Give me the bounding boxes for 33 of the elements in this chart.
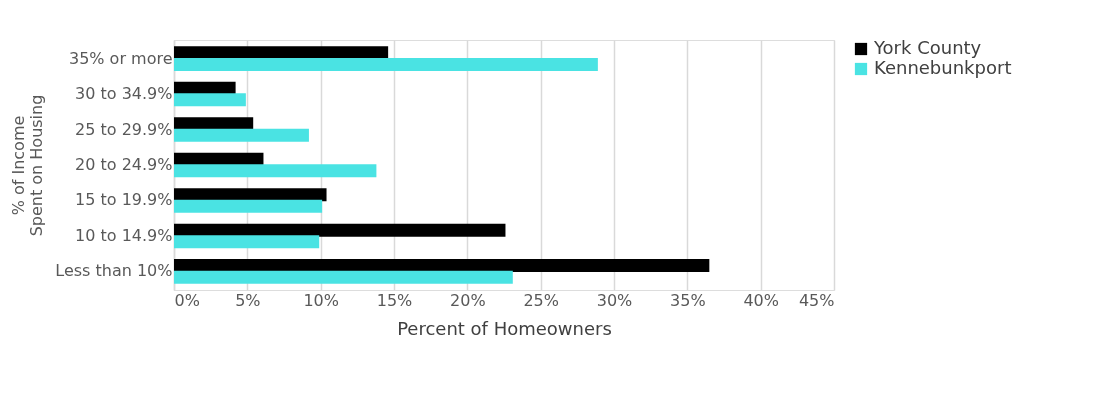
bar	[174, 93, 246, 107]
legend-label: Kennebunkport	[874, 57, 1012, 78]
bar	[174, 46, 389, 60]
x-tick-label: 35%	[670, 290, 706, 310]
y-tick-label: 20 to 24.9%	[75, 155, 173, 174]
y-tick-label: 10 to 14.9%	[75, 225, 173, 245]
x-tick-label: 5%	[235, 290, 261, 310]
x-tick-label: 20%	[450, 290, 486, 310]
y-tick-label: 15 to 19.9%	[75, 190, 173, 210]
x-tick-label: 30%	[596, 290, 633, 310]
bar	[174, 57, 598, 71]
x-tick-label: 45%	[798, 290, 835, 310]
bar	[174, 164, 377, 178]
y-tick-label: 30 to 34.9%	[75, 84, 173, 104]
bar	[174, 188, 327, 202]
bar	[174, 199, 323, 213]
bar	[174, 223, 506, 237]
legend-label: York County	[873, 37, 982, 58]
y-tick-label: 35% or more	[68, 48, 173, 68]
x-tick-label: 0%	[174, 290, 200, 310]
y-axis-title: % of Income Spent on Housing	[9, 94, 47, 237]
x-tick-label: 40%	[743, 290, 779, 310]
bar	[174, 117, 254, 131]
bar	[174, 235, 320, 249]
x-axis-title: Percent of Homeowners	[397, 317, 612, 339]
bar	[174, 128, 309, 142]
y-tick-label: 25 to 29.9%	[75, 119, 173, 139]
x-tick-label: 25%	[523, 290, 559, 310]
x-tick-label: 15%	[376, 290, 413, 310]
bar	[174, 270, 513, 284]
bar	[174, 259, 710, 273]
x-tick-label: 10%	[303, 290, 339, 310]
y-tick-label: Less than 10%	[55, 261, 173, 281]
